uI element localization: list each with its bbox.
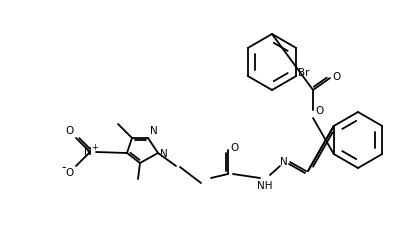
Text: +: + [92,144,98,153]
Text: O: O [315,106,323,116]
Text: O: O [230,143,238,153]
Text: O: O [66,126,74,136]
Text: N: N [84,147,92,157]
Text: Br: Br [298,68,310,78]
Text: O: O [66,168,74,178]
Text: N: N [160,149,168,159]
Text: O: O [332,72,340,82]
Text: N: N [280,157,288,167]
Text: -: - [62,161,66,175]
Text: NH: NH [257,181,273,191]
Text: N: N [150,126,158,136]
